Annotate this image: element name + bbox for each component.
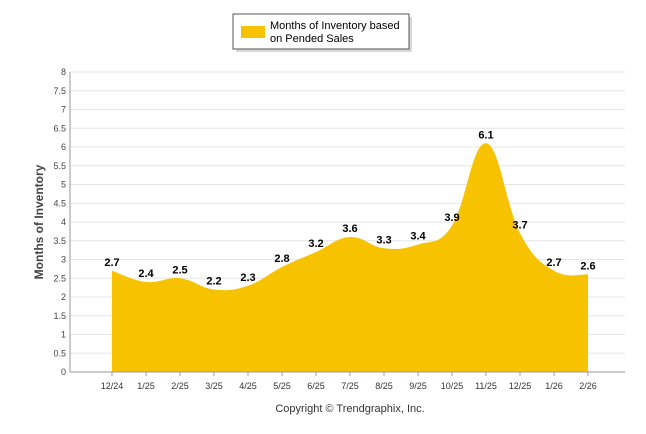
x-tick-label: 2/25: [171, 381, 189, 391]
legend: Months of Inventory based on Pended Sale…: [232, 13, 412, 52]
data-label: 3.6: [342, 223, 357, 235]
data-label: 2.8: [274, 253, 289, 265]
x-tick-label: 3/25: [205, 381, 223, 391]
data-label: 3.3: [376, 234, 391, 246]
y-tick-label: 7.5: [53, 86, 66, 96]
data-label: 6.1: [478, 129, 493, 141]
x-tick-label: 7/25: [341, 381, 359, 391]
axes: [69, 72, 625, 373]
y-tick-label: 4: [61, 217, 66, 227]
y-tick-label: 8: [61, 67, 66, 77]
data-labels: 2.7 2.4 2.5 2.2 2.3 2.8 3.2 3.6 3.3 3.4 3.9 6.1 3.7 2…: [104, 129, 595, 287]
y-tick-label: 2: [61, 292, 66, 302]
x-tick-label: 4/25: [239, 381, 257, 391]
data-label: 2.4: [138, 268, 154, 280]
x-tick-label: 2/26: [579, 381, 597, 391]
y-tick-labels: 0 0.5 1 1.5 2 2.5 3 3.5 4 4.5 5 5.5 6 6.5 7 7.5 8: [53, 67, 66, 377]
y-tick-label: 7: [61, 105, 66, 115]
data-label: 2.5: [172, 264, 187, 276]
x-tick-label: 12/25: [509, 381, 532, 391]
data-label: 2.2: [206, 276, 221, 288]
x-tick-label: 10/25: [441, 381, 464, 391]
y-tick-label: 1.5: [53, 311, 66, 321]
y-tick-label: 5.5: [53, 161, 66, 171]
y-tick-label: 0.5: [53, 348, 66, 358]
x-tick-label: 9/25: [409, 381, 427, 391]
data-label: 3.9: [444, 212, 459, 224]
y-tick-label: 5: [61, 180, 66, 190]
y-axis-title: Months of Inventory: [32, 164, 46, 279]
data-label: 2.6: [580, 261, 595, 273]
area-fill: [112, 143, 588, 372]
y-tick-label: 2.5: [53, 273, 66, 283]
x-tick-labels: 12/24 1/25 2/25 3/25 4/25 5/25 6/25 7/25 8/25 9/2…: [101, 372, 597, 391]
area-series: [112, 143, 588, 372]
legend-swatch: [241, 26, 265, 38]
data-label: 3.4: [410, 231, 426, 243]
data-label: 2.3: [240, 272, 255, 284]
x-tick-label: 8/25: [375, 381, 393, 391]
x-tick-label: 1/26: [545, 381, 563, 391]
data-label: 3.2: [308, 238, 323, 250]
legend-line-2: on Pended Sales: [270, 33, 354, 45]
data-label: 2.7: [104, 257, 119, 269]
x-tick-label: 11/25: [475, 381, 497, 391]
y-tick-label: 6.5: [53, 123, 66, 133]
y-tick-label: 6: [61, 142, 66, 152]
data-label: 3.7: [512, 219, 527, 231]
y-tick-label: 3.5: [53, 236, 66, 246]
x-tick-label: 6/25: [307, 381, 325, 391]
legend-line-1: Months of Inventory based: [270, 20, 400, 32]
y-tick-label: 1: [61, 330, 66, 340]
copyright-text: Copyright © Trendgraphix, Inc.: [275, 403, 424, 415]
data-label: 2.7: [546, 257, 561, 269]
y-tick-label: 3: [61, 255, 66, 265]
y-tick-label: 4.5: [53, 198, 66, 208]
x-tick-label: 12/24: [101, 381, 124, 391]
y-tick-label: 0: [61, 367, 66, 377]
x-tick-label: 5/25: [273, 381, 291, 391]
x-tick-label: 1/25: [137, 381, 155, 391]
